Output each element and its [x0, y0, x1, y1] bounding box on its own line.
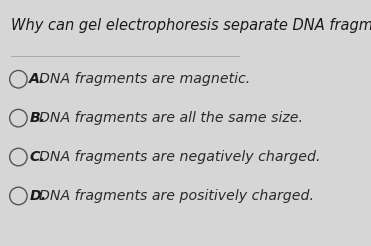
- Text: A.: A.: [29, 72, 46, 86]
- Text: B.: B.: [29, 111, 45, 125]
- Text: C.: C.: [29, 150, 45, 164]
- Text: DNA fragments are all the same size.: DNA fragments are all the same size.: [39, 111, 303, 125]
- Text: DNA fragments are magnetic.: DNA fragments are magnetic.: [39, 72, 250, 86]
- Text: DNA fragments are positively charged.: DNA fragments are positively charged.: [39, 189, 314, 203]
- Text: Why can gel electrophoresis separate DNA fragments?: Why can gel electrophoresis separate DNA…: [11, 18, 371, 33]
- Text: D.: D.: [29, 189, 46, 203]
- Text: DNA fragments are negatively charged.: DNA fragments are negatively charged.: [39, 150, 321, 164]
